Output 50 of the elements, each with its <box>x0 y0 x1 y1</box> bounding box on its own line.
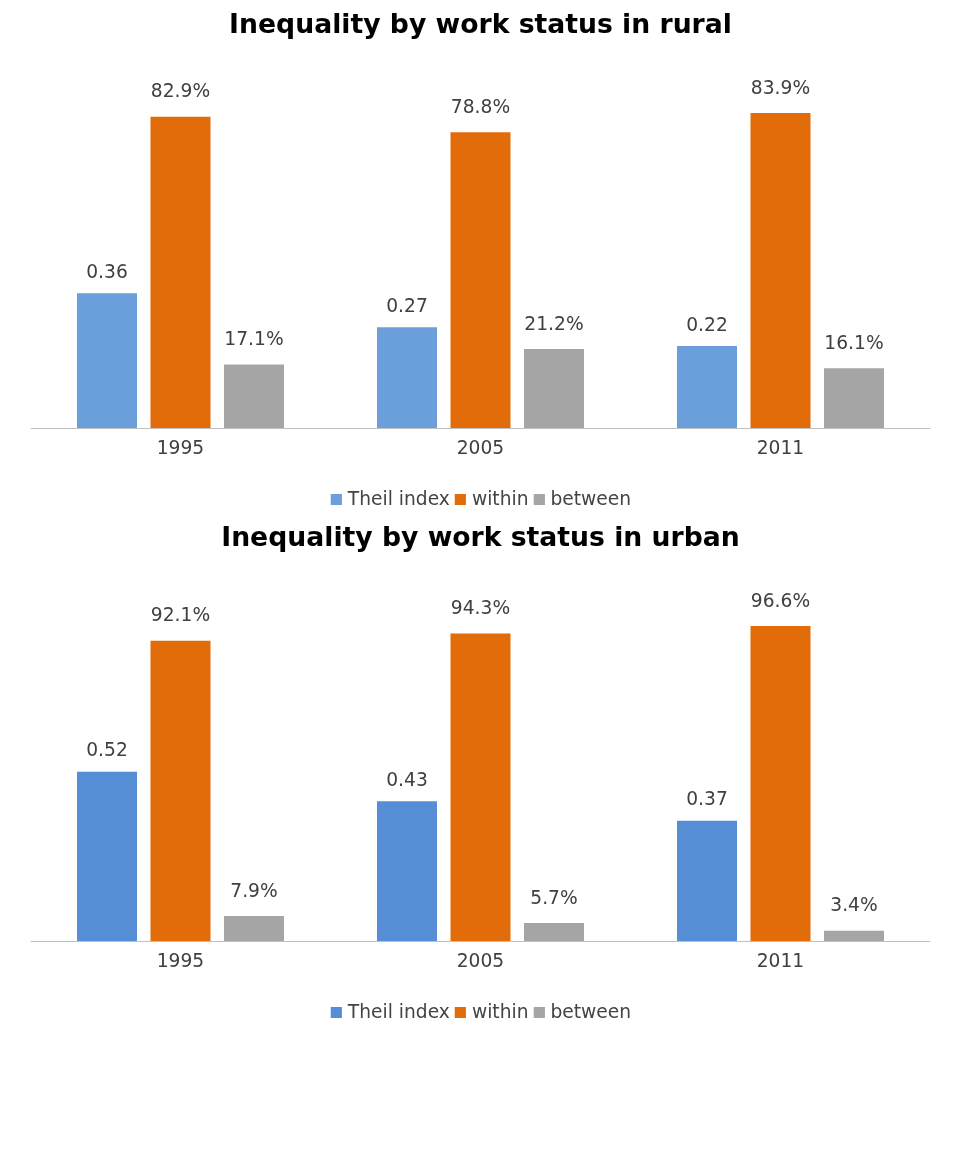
legend-label: Theil index <box>347 1001 450 1022</box>
bar <box>677 820 737 942</box>
x-tick-label: 1995 <box>156 949 205 971</box>
data-label: 0.43 <box>386 768 428 790</box>
data-label: 78.8% <box>450 95 511 117</box>
bar <box>450 132 511 429</box>
legend-label: between <box>550 488 632 509</box>
bar <box>677 345 737 429</box>
legend-label: within <box>471 488 529 509</box>
bar <box>824 930 884 942</box>
data-label: 0.37 <box>686 788 728 810</box>
bar <box>150 640 211 942</box>
data-label: 3.4% <box>830 894 878 916</box>
data-label: 96.6% <box>750 589 811 611</box>
bar <box>524 348 584 429</box>
x-tick-label: 2005 <box>456 436 505 458</box>
data-label: 94.3% <box>450 597 511 619</box>
x-tick-label: 2011 <box>756 949 805 971</box>
bar <box>824 368 884 429</box>
bar <box>524 923 584 942</box>
data-label: 0.27 <box>386 294 428 316</box>
data-label: 92.1% <box>150 604 211 626</box>
bar <box>450 633 511 942</box>
data-label: 21.2% <box>524 312 584 334</box>
bar <box>150 116 211 429</box>
x-tick-label: 1995 <box>156 436 205 458</box>
data-label: 0.52 <box>86 739 128 761</box>
data-label: 82.9% <box>150 80 211 102</box>
x-tick-label: 2011 <box>756 436 805 458</box>
chart-title: Inequality by work status in rural <box>229 7 732 39</box>
bar <box>224 915 284 942</box>
data-label: 17.1% <box>224 327 284 349</box>
data-label: 0.22 <box>686 313 728 335</box>
x-tick-label: 2005 <box>456 949 505 971</box>
bar <box>77 771 137 942</box>
legend-label: within <box>471 1001 529 1022</box>
data-label: 83.9% <box>750 76 811 98</box>
bar <box>377 801 437 942</box>
bar <box>77 293 137 429</box>
data-label: 0.36 <box>86 260 128 282</box>
bar <box>750 625 811 942</box>
bar <box>224 364 284 429</box>
data-label: 5.7% <box>530 886 578 908</box>
data-label: 7.9% <box>230 879 278 901</box>
legend-label: Theil index <box>347 488 450 509</box>
data-label: 16.1% <box>824 331 884 353</box>
bar <box>377 327 437 429</box>
chart-title: Inequality by work status in urban <box>221 520 740 552</box>
legend-label: between <box>550 1001 632 1022</box>
bar <box>750 112 811 429</box>
